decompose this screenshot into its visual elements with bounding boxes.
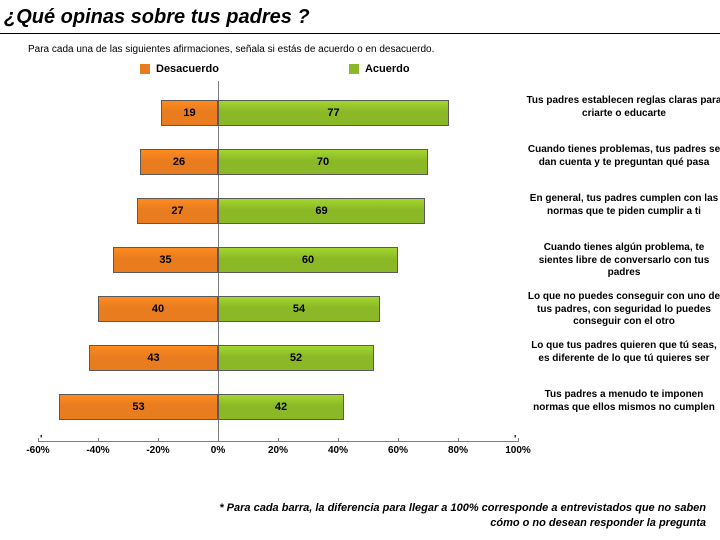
bar-acuerdo: 60 [218, 247, 398, 273]
bar-value-neg: 43 [147, 352, 159, 364]
x-tick-label: 100% [505, 445, 531, 456]
category-label: Tus padres a menudo te imponen normas qu… [526, 389, 720, 414]
category-label: Lo que tus padres quieren que tú seas, e… [526, 340, 720, 365]
legend-label-pos: Acuerdo [365, 63, 410, 75]
plot-area: 1977267027693560405443525342 [38, 81, 518, 441]
x-tick-label: 20% [268, 445, 288, 456]
legend: Desacuerdo Acuerdo [0, 61, 720, 81]
bar-value-neg: 53 [132, 401, 144, 413]
tick-mark [398, 438, 399, 442]
footnote: * Para cada barra, la diferencia para ll… [206, 501, 706, 530]
bar-desacuerdo: 43 [89, 345, 218, 371]
bar-value-pos: 54 [293, 303, 305, 315]
tick-mark [38, 438, 39, 442]
title-bar: ¿Qué opinas sobre tus padres ? [0, 0, 720, 34]
bar-acuerdo: 54 [218, 296, 380, 322]
subtitle: Para cada una de las siguientes afirmaci… [0, 34, 720, 61]
x-tick-label: 60% [388, 445, 408, 456]
bar-value-neg: 26 [173, 156, 185, 168]
chart-row: 40 54 [38, 289, 518, 329]
bar-desacuerdo: 35 [113, 247, 218, 273]
category-label: Cuando tienes algún problema, te sientes… [526, 242, 720, 280]
x-tick-label: -20% [146, 445, 169, 456]
bar-desacuerdo: 53 [59, 394, 218, 420]
category-label: En general, tus padres cumplen con las n… [526, 193, 720, 218]
bar-value-neg: 27 [171, 205, 183, 217]
category-label: Cuando tienes problemas, tus padres se d… [526, 144, 720, 169]
bar-value-pos: 70 [317, 156, 329, 168]
chart: 1977267027693560405443525342 -60%-40%-20… [10, 81, 710, 463]
chart-row: 43 52 [38, 338, 518, 378]
bar-value-neg: 35 [159, 254, 171, 266]
bar-value-neg: 40 [152, 303, 164, 315]
bar-value-pos: 42 [275, 401, 287, 413]
bar-desacuerdo: 19 [161, 100, 218, 126]
legend-item-acuerdo: Acuerdo [349, 63, 410, 75]
axis-mark: ' [40, 434, 42, 445]
chart-row: 53 42 [38, 387, 518, 427]
chart-row: 26 70 [38, 142, 518, 182]
x-tick-label: 40% [328, 445, 348, 456]
tick-mark [518, 438, 519, 442]
tick-mark [278, 438, 279, 442]
legend-item-desacuerdo: Desacuerdo [140, 63, 219, 75]
x-tick-label: 0% [211, 445, 225, 456]
chart-row: 27 69 [38, 191, 518, 231]
x-tick-label: -40% [86, 445, 109, 456]
bar-acuerdo: 70 [218, 149, 428, 175]
chart-row: 35 60 [38, 240, 518, 280]
x-tick-label: -60% [26, 445, 49, 456]
bar-desacuerdo: 26 [140, 149, 218, 175]
axis-mark: ' [514, 434, 516, 445]
tick-mark [98, 438, 99, 442]
tick-mark [458, 438, 459, 442]
tick-mark [158, 438, 159, 442]
bar-acuerdo: 77 [218, 100, 449, 126]
category-label: Tus padres establecen reglas claras para… [526, 95, 720, 120]
x-tick-label: 80% [448, 445, 468, 456]
tick-mark [338, 438, 339, 442]
swatch-pos [349, 64, 359, 74]
bar-acuerdo: 69 [218, 198, 425, 224]
page-title: ¿Qué opinas sobre tus padres ? [4, 6, 712, 29]
bar-acuerdo: 52 [218, 345, 374, 371]
bar-desacuerdo: 40 [98, 296, 218, 322]
tick-mark [218, 438, 219, 442]
bar-acuerdo: 42 [218, 394, 344, 420]
bar-value-pos: 69 [315, 205, 327, 217]
swatch-neg [140, 64, 150, 74]
bar-value-pos: 60 [302, 254, 314, 266]
category-label: Lo que no puedes conseguir con uno de tu… [526, 291, 720, 329]
x-axis: -60%-40%-20%0%20%40%60%80%100%'' [38, 441, 518, 461]
bar-value-pos: 77 [327, 107, 339, 119]
legend-label-neg: Desacuerdo [156, 63, 219, 75]
chart-row: 1977 [38, 93, 518, 133]
bar-value-pos: 52 [290, 352, 302, 364]
bar-desacuerdo: 27 [137, 198, 218, 224]
bar-value-neg: 19 [183, 107, 195, 119]
